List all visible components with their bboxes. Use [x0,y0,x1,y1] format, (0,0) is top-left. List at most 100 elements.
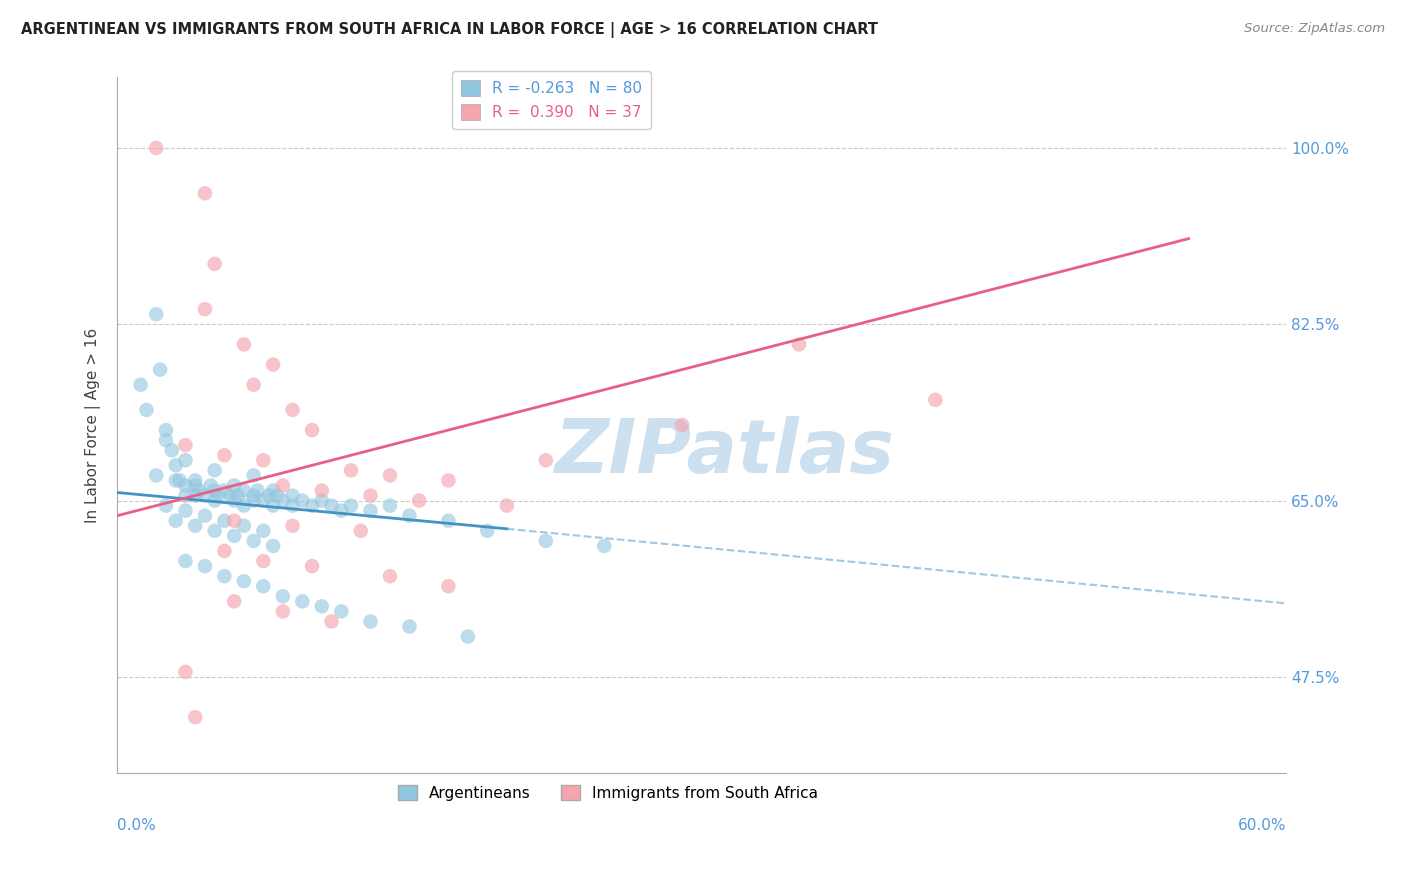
Point [252,493,274,508]
Point [174,665,197,679]
Point [457,630,479,644]
Point [174,554,197,568]
Point [204,524,226,538]
Point [204,483,226,498]
Point [204,257,226,271]
Point [165,514,187,528]
Point [200,478,222,492]
Point [291,493,314,508]
Text: ARGENTINEAN VS IMMIGRANTS FROM SOUTH AFRICA IN LABOR FORCE | AGE > 16 CORRELATIO: ARGENTINEAN VS IMMIGRANTS FROM SOUTH AFR… [21,22,879,38]
Point [262,539,284,553]
Point [224,594,246,608]
Point [145,307,167,321]
Point [184,474,207,488]
Point [398,508,420,523]
Point [169,474,191,488]
Point [252,453,274,467]
Point [204,463,226,477]
Point [534,453,557,467]
Point [593,539,616,553]
Point [252,554,274,568]
Point [262,483,284,498]
Text: ZIPatlas: ZIPatlas [555,417,896,490]
Point [184,710,207,724]
Point [257,489,280,503]
Point [224,529,246,543]
Point [301,499,323,513]
Point [321,615,343,629]
Point [242,468,264,483]
Point [360,503,382,517]
Point [340,463,363,477]
Point [271,493,294,508]
Point [266,489,288,503]
Point [224,493,246,508]
Point [311,483,333,498]
Point [149,362,172,376]
Point [174,478,197,492]
Point [160,443,183,458]
Point [232,483,254,498]
Point [219,489,242,503]
Point [311,599,333,614]
Point [242,489,264,503]
Text: 0.0%: 0.0% [117,818,156,833]
Point [340,499,363,513]
Point [184,518,207,533]
Point [165,458,187,473]
Point [174,503,197,517]
Point [671,417,693,432]
Point [232,574,254,589]
Point [207,489,229,503]
Point [291,594,314,608]
Point [252,524,274,538]
Point [135,403,157,417]
Point [378,569,401,583]
Point [262,358,284,372]
Y-axis label: In Labor Force | Age > 16: In Labor Force | Age > 16 [86,327,101,523]
Point [477,524,499,538]
Point [145,468,167,483]
Point [271,604,294,618]
Point [360,615,382,629]
Point [174,438,197,452]
Point [194,508,217,523]
Point [330,604,353,618]
Point [214,544,236,558]
Point [408,493,430,508]
Point [495,499,517,513]
Point [194,559,217,574]
Point [321,499,343,513]
Point [350,524,373,538]
Point [330,503,353,517]
Point [242,533,264,548]
Point [204,493,226,508]
Point [194,302,217,317]
Point [378,468,401,483]
Text: 60.0%: 60.0% [1237,818,1286,833]
Point [155,423,177,437]
Point [214,448,236,462]
Point [281,489,304,503]
Point [145,141,167,155]
Point [246,483,269,498]
Point [281,499,304,513]
Point [271,589,294,603]
Point [437,514,460,528]
Point [252,579,274,593]
Point [437,579,460,593]
Point [232,337,254,351]
Point [242,377,264,392]
Point [378,499,401,513]
Point [184,478,207,492]
Point [214,514,236,528]
Point [174,489,197,503]
Point [262,499,284,513]
Point [281,403,304,417]
Point [155,433,177,447]
Point [281,518,304,533]
Point [214,483,236,498]
Point [224,478,246,492]
Text: Source: ZipAtlas.com: Source: ZipAtlas.com [1244,22,1385,36]
Point [188,483,211,498]
